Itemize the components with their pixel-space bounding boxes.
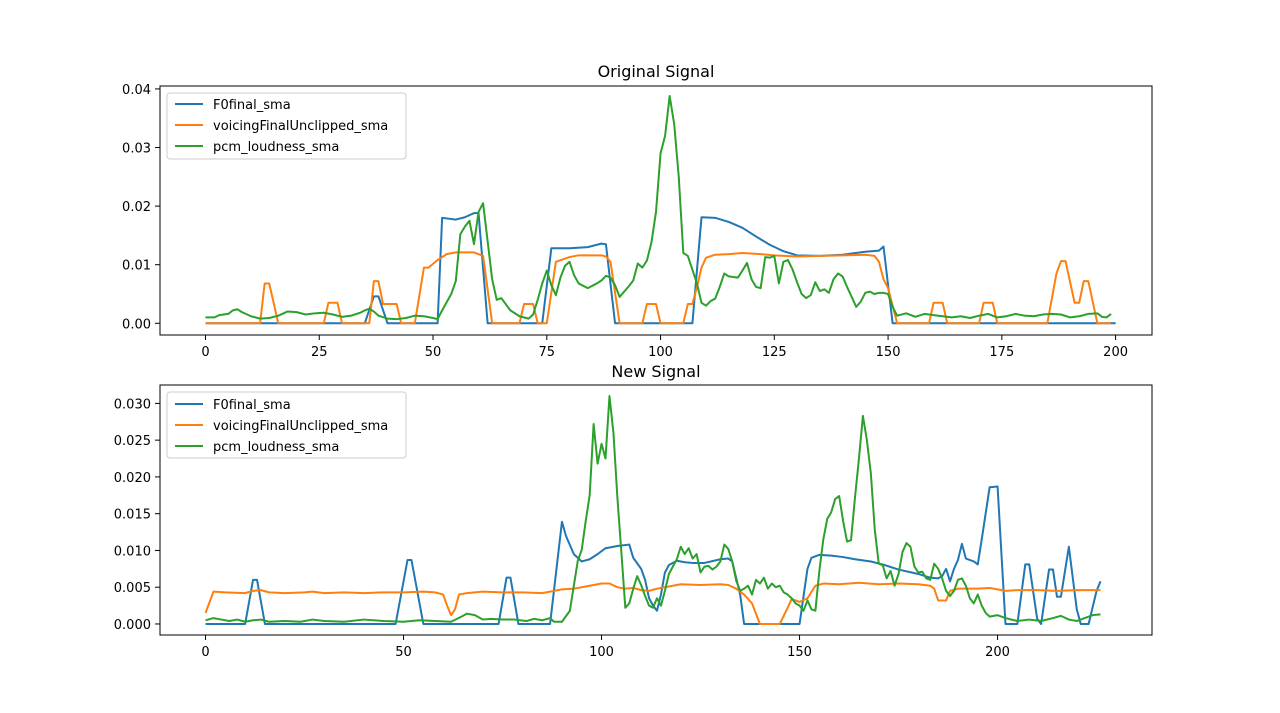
- original-legend-label-voicing: voicingFinalUnclipped_sma: [213, 119, 388, 134]
- new-y-tick-label: 0.025: [114, 434, 151, 449]
- new-signal-plot: New Signal 0 50 100 150 200 0.0000.0050.0100…: [114, 362, 1153, 660]
- original-x-axis: 0 25 50 75 100 125 150 175 200: [201, 335, 1128, 360]
- original-legend-label-f0: F0final_sma: [213, 98, 291, 113]
- new-legend-label-voicing: voicingFinalUnclipped_sma: [213, 419, 388, 434]
- original-x-tick-label: 100: [648, 345, 673, 360]
- new-x-tick-label: 0: [201, 645, 209, 660]
- original-x-tick-label: 175: [989, 345, 1014, 360]
- original-series-line-pcm-loudness-sma: [205, 94, 1112, 321]
- new-y-tick-label: 0.005: [114, 581, 151, 596]
- original-axes-frame: [159, 85, 1153, 336]
- original-signal-plot: Original Signal 0 25 50 75 100 125 150 175 200 0…: [122, 62, 1153, 360]
- original-x-tick-label: 0: [201, 345, 209, 360]
- new-y-tick-label: 0.030: [114, 397, 151, 412]
- original-y-tick-label: 0.02: [122, 200, 151, 215]
- new-legend-box: [166, 391, 407, 459]
- original-y-tick-label: 0.01: [122, 259, 151, 274]
- original-y-tick-label: 0.03: [122, 142, 151, 157]
- new-x-tick-label: 50: [395, 645, 412, 660]
- new-y-tick-label: 0.010: [114, 544, 151, 559]
- new-y-tick-label: 0.000: [114, 618, 151, 633]
- new-y-tick-label: 0.015: [114, 508, 151, 523]
- original-y-axis: 0.00 0.01 0.02 0.03 0.04: [122, 83, 160, 332]
- new-series-line-pcm-loudness-sma: [205, 395, 1101, 623]
- original-x-tick-label: 75: [539, 345, 556, 360]
- original-x-tick-label: 50: [425, 345, 442, 360]
- original-legend-label-loudness: pcm_loudness_sma: [213, 140, 339, 155]
- original-series-layer: [205, 94, 1116, 325]
- original-legend: F0final_sma voicingFinalUnclipped_sma pc…: [166, 92, 407, 160]
- original-signal-title: Original Signal: [598, 62, 715, 81]
- original-series-line-voicingfinalunclipped-sma: [205, 251, 1112, 325]
- new-signal-title: New Signal: [611, 362, 700, 381]
- original-x-tick-label: 125: [762, 345, 787, 360]
- original-legend-box: [166, 92, 407, 160]
- new-series-line-voicingfinalunclipped-sma: [204, 581, 1101, 625]
- new-legend-label-f0: F0final_sma: [213, 398, 291, 413]
- new-legend-label-loudness: pcm_loudness_sma: [213, 440, 339, 455]
- new-legend: F0final_sma voicingFinalUnclipped_sma pc…: [166, 391, 407, 459]
- new-y-axis: 0.000 0.005 0.010 0.015 0.020 0.025 0.030: [114, 397, 160, 633]
- original-y-tick-label: 0.00: [122, 317, 151, 332]
- new-series-layer: [204, 395, 1102, 625]
- original-x-tick-label: 150: [876, 345, 901, 360]
- original-x-tick-label: 25: [311, 345, 328, 360]
- new-y-tick-label: 0.020: [114, 471, 151, 486]
- new-x-axis: 0 50 100 150 200: [201, 635, 1010, 660]
- new-x-tick-label: 100: [589, 645, 614, 660]
- new-axes-frame: [159, 384, 1153, 636]
- new-x-tick-label: 200: [985, 645, 1010, 660]
- new-x-tick-label: 150: [787, 645, 812, 660]
- original-y-tick-label: 0.04: [122, 83, 151, 98]
- original-x-tick-label: 200: [1103, 345, 1128, 360]
